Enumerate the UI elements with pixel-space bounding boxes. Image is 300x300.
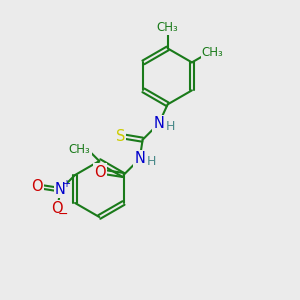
Text: O: O [31,179,43,194]
Text: CH₃: CH₃ [157,21,178,34]
Text: N: N [55,182,66,197]
Text: CH₃: CH₃ [202,46,223,59]
Text: CH₃: CH₃ [69,142,91,156]
Text: N: N [153,116,164,131]
Text: H: H [147,155,156,168]
Text: N: N [134,151,145,166]
Text: −: − [58,208,68,221]
Text: S: S [116,129,125,144]
Text: O: O [94,165,106,180]
Text: O: O [52,201,63,216]
Text: H: H [166,120,175,133]
Text: +: + [62,179,70,189]
